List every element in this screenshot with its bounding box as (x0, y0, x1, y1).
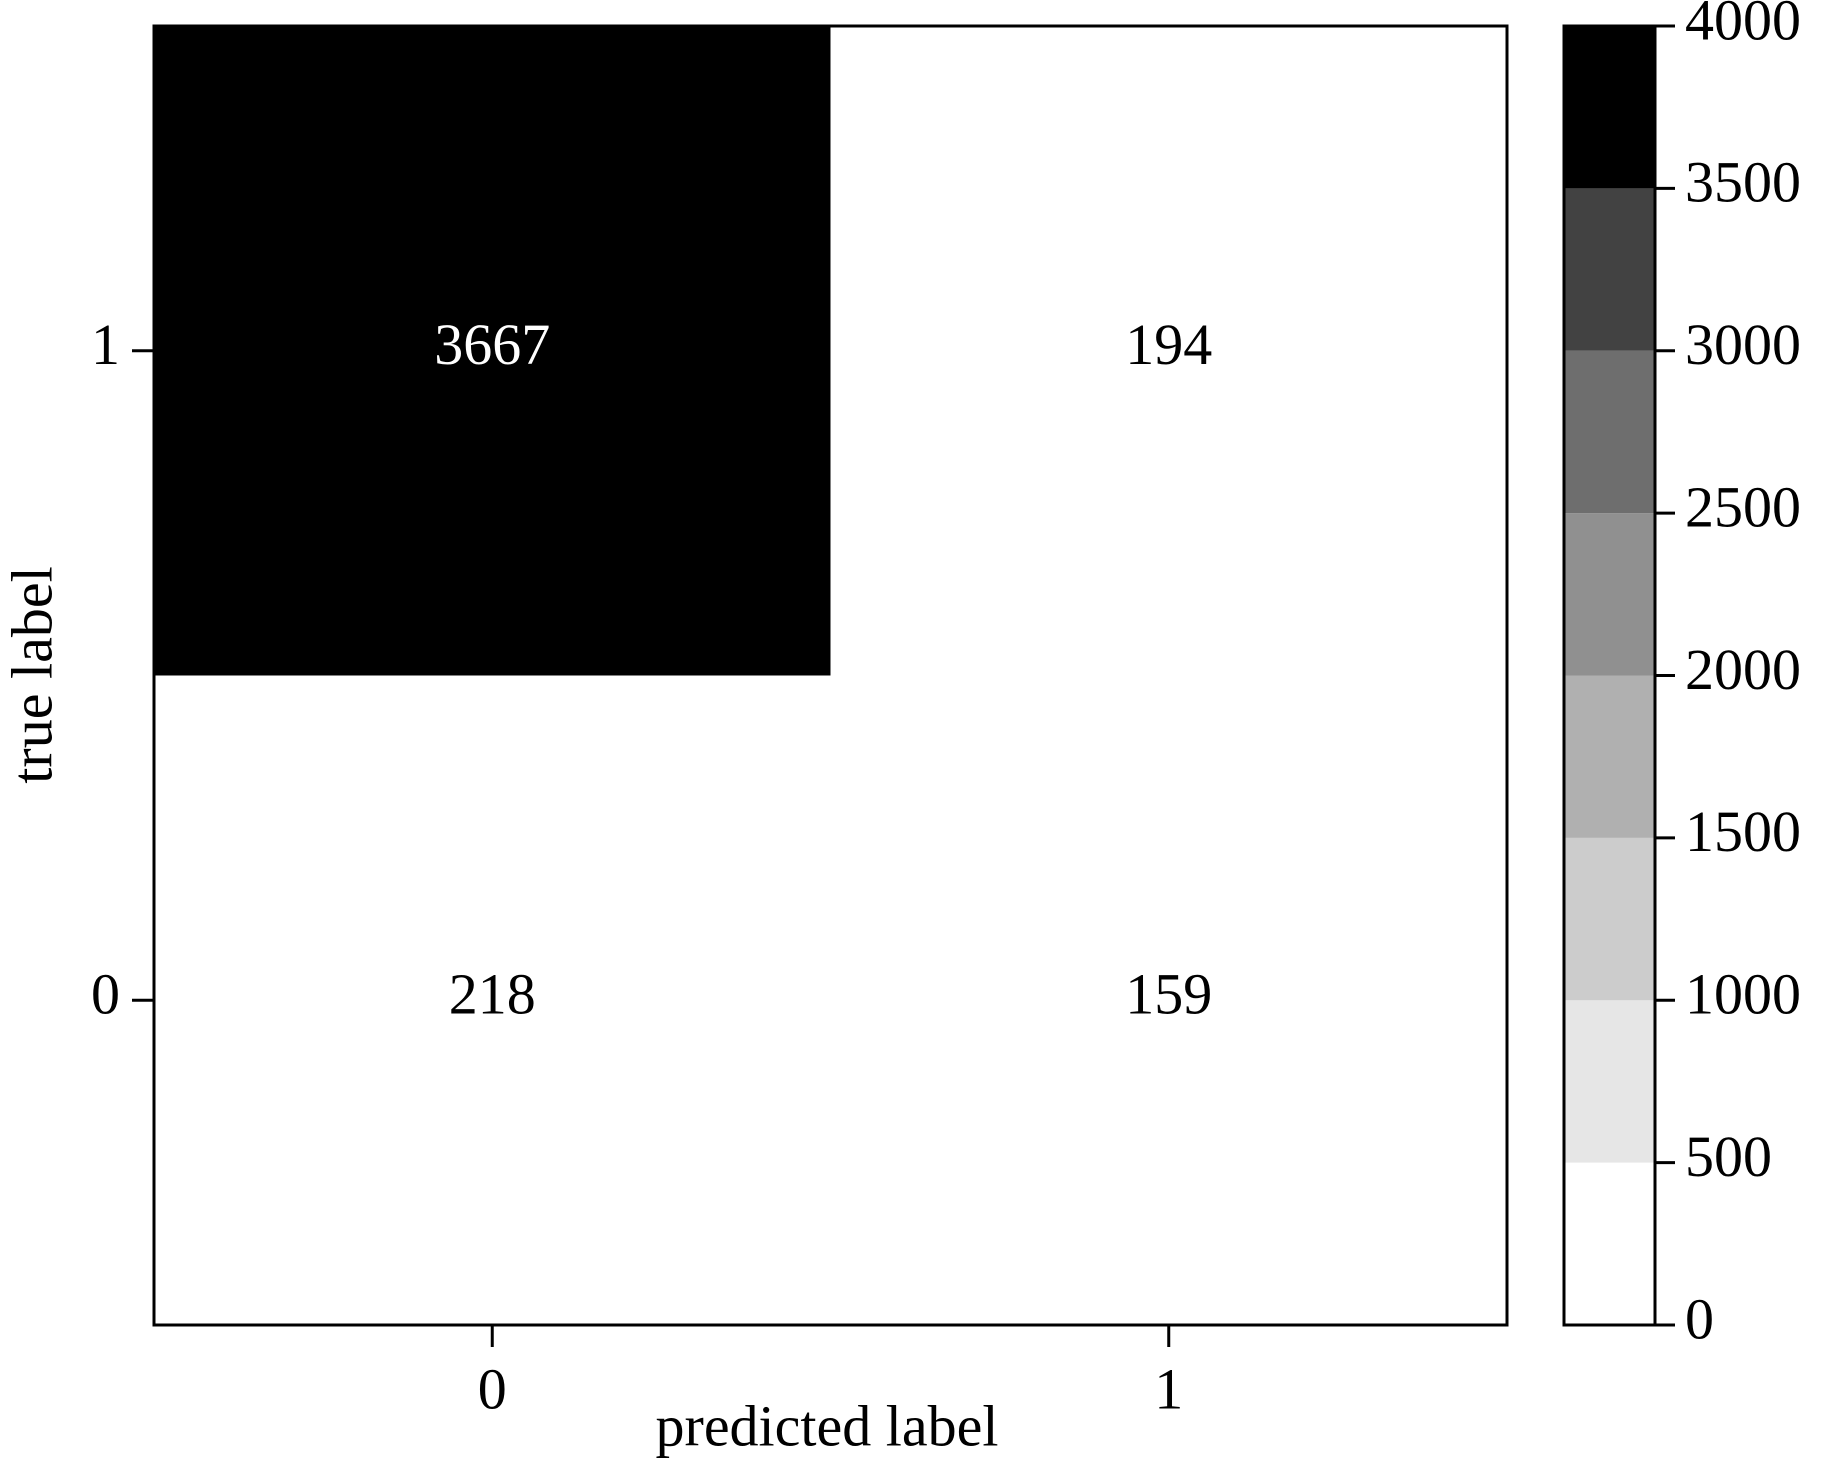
cell-label: 159 (1125, 962, 1212, 1027)
colorbar-segment (1564, 26, 1655, 189)
heatmap-cell (830, 26, 1507, 676)
cell-label: 3667 (434, 312, 550, 377)
y-axis-label: true label (0, 566, 64, 783)
y-tick-label: 0 (91, 962, 120, 1027)
colorbar-tick-label: 0 (1685, 1286, 1714, 1351)
heatmap-cell (830, 675, 1507, 1325)
colorbar-tick-label: 2500 (1685, 474, 1801, 539)
colorbar-tick-label: 500 (1685, 1124, 1772, 1189)
heatmap-cell (154, 26, 831, 676)
colorbar-segment (1564, 1000, 1655, 1163)
colorbar-segment (1564, 837, 1655, 1001)
colorbar-segment (1564, 1162, 1655, 1325)
colorbar-tick-label: 4000 (1685, 0, 1801, 52)
colorbar-tick-label: 1500 (1685, 799, 1801, 864)
cell-label: 218 (449, 962, 536, 1027)
cell-label: 194 (1125, 312, 1212, 377)
colorbar-tick-label: 3500 (1685, 150, 1801, 215)
x-tick-label: 0 (478, 1356, 507, 1421)
heatmap-cell (154, 675, 831, 1325)
x-tick-label: 1 (1154, 1356, 1183, 1421)
plot-frame (152, 24, 1509, 1327)
y-tick-label: 1 (91, 312, 120, 377)
colorbar-segment (1564, 350, 1655, 514)
colorbar-tick-label: 1000 (1685, 962, 1801, 1027)
colorbar-tick-label: 2000 (1685, 637, 1801, 702)
colorbar-segment (1564, 675, 1655, 838)
colorbar-tick-label: 3000 (1685, 312, 1801, 377)
colorbar-segment (1564, 188, 1655, 351)
x-axis-label: predicted label (656, 1393, 999, 1458)
colorbar-segment (1564, 513, 1655, 676)
